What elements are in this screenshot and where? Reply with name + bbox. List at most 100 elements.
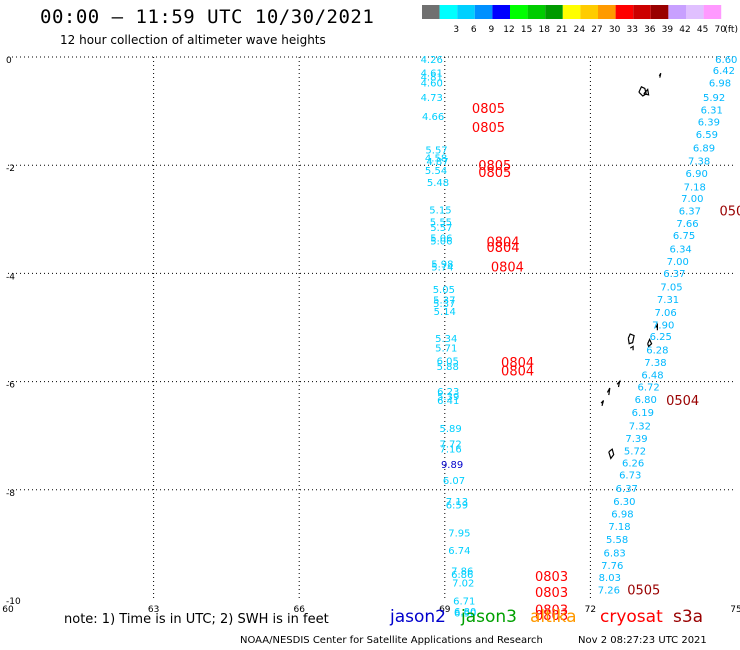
wave-height-label: 7.38: [688, 156, 710, 167]
legend-swatch: [650, 5, 669, 19]
footnote: note: 1) Time is in UTC; 2) SWH is in fe…: [64, 612, 329, 627]
y-tick-label: -10: [6, 597, 21, 607]
legend-swatch: [686, 5, 704, 19]
wave-height-label: 9.89: [441, 460, 463, 471]
wave-height-label: 5.57: [425, 146, 447, 157]
legend-tick-label: 45: [697, 25, 708, 35]
legend-swatch: [615, 5, 634, 19]
pass-time-label: 0504: [666, 394, 699, 409]
pass-time-label: 0804: [501, 364, 534, 379]
coastline-segment: [658, 72, 662, 78]
wave-height-label: 5.34: [435, 334, 457, 345]
wave-height-label: 6.41: [437, 396, 459, 407]
x-tick-label: 72: [585, 605, 596, 615]
wave-height-label: 6.80: [454, 607, 476, 618]
legend-tick-label: 42: [679, 25, 690, 35]
credit-line: NOAA/NESDIS Center for Satellite Applica…: [240, 635, 543, 646]
wave-height-label: 7.00: [681, 194, 703, 205]
wave-height-label: 6.71: [453, 597, 475, 608]
wave-height-label: 6.72: [638, 383, 660, 394]
coastline-segment: [600, 400, 605, 407]
chart-subtitle: 12 hour collection of altimeter wave hei…: [60, 33, 326, 47]
generated-timestamp: Nov 2 08:27:23 UTC 2021: [578, 635, 707, 646]
legend-swatch: [527, 5, 546, 19]
color-legend: 3 6 9 12 15 18 21 24 27 30 33 36 39 42 45 70(ft): [422, 5, 738, 35]
wave-height-label: 6.86: [451, 570, 473, 581]
wave-height-label: 5.54: [425, 166, 447, 177]
wave-height-label: 5.88: [437, 362, 459, 373]
wave-height-label: 6.34: [670, 245, 692, 256]
legend-swatch: [545, 5, 563, 19]
wave-height-label: 6.37: [616, 484, 638, 495]
pass-time-label: 0804: [501, 356, 534, 371]
pass-time-label: 0805: [478, 159, 511, 174]
x-tick-label: 63: [148, 605, 159, 615]
coastline-segment: [627, 333, 635, 345]
wave-height-label: 6.39: [698, 117, 720, 128]
wave-height-label: 5.06: [430, 234, 452, 245]
y-tick-label: -6: [6, 381, 15, 391]
wave-height-label: 6.37: [663, 269, 685, 280]
legend-tick-label: 21: [556, 25, 567, 35]
legend-swatch: [422, 5, 440, 19]
wave-height-label: 7.95: [448, 529, 470, 540]
coastline-segment: [608, 448, 615, 460]
wave-height-label: 6.37: [679, 207, 701, 218]
x-tick-label: 66: [293, 605, 305, 615]
wave-height-label: 7.18: [684, 182, 706, 193]
wave-height-label: 4.58: [425, 154, 447, 165]
wave-height-label: 4.66: [422, 112, 444, 123]
wave-height-label: 7.76: [601, 561, 623, 572]
coastline-segment: [647, 337, 653, 348]
coastline-segment: [616, 379, 621, 388]
pass-time-label: 0505: [719, 205, 740, 220]
x-tick-label: 69: [439, 605, 451, 615]
wave-height-label: 5.05: [433, 285, 455, 296]
pass-time-label: 0804: [486, 236, 519, 251]
pass-time-label: 0803: [535, 609, 568, 624]
wave-height-label: 6.59: [446, 500, 468, 511]
pass-time-label: 0505: [627, 583, 660, 598]
coastline-segment: [629, 345, 634, 351]
wave-height-label: 5.74: [431, 262, 453, 273]
wave-height-label: 6.23: [437, 387, 459, 398]
wave-height-label: 7.86: [451, 566, 473, 577]
wave-height-label: 6.28: [646, 346, 668, 357]
wave-height-label: 6.31: [701, 106, 723, 117]
wave-height-label: 6.19: [632, 408, 654, 419]
wave-height-label: 6.60: [715, 55, 737, 66]
y-tick-label: 0: [6, 56, 12, 66]
coastline: [600, 72, 662, 460]
wave-height-label: 6.80: [635, 395, 657, 406]
legend-swatch: [457, 5, 475, 19]
wave-height-label: 6.42: [713, 66, 735, 77]
wave-height-label: 6.90: [454, 609, 476, 620]
legend-swatch: [474, 5, 493, 19]
wave-height-label: 6.26: [622, 458, 644, 469]
wave-height-label: 6.30: [613, 497, 635, 508]
pass-time-label: 0803: [535, 603, 568, 618]
wave-height-label: 5.92: [703, 93, 725, 104]
pass-time-label: 0805: [472, 102, 505, 117]
wave-height-label: 7.66: [676, 219, 698, 230]
wave-height-label: 5.58: [606, 535, 628, 546]
wave-height-label: 6.48: [641, 371, 663, 382]
wave-height-label: 7.26: [598, 585, 620, 596]
y-tick-label: -4: [6, 272, 15, 282]
legend-tick-label: 36: [644, 25, 656, 35]
wave-height-label: 6.98: [709, 78, 731, 89]
satellite-label-s3a: s3a: [673, 607, 704, 627]
wave-height-label: 4.60: [421, 78, 443, 89]
wave-height-label: 7.90: [652, 320, 674, 331]
wave-height-label: 6.73: [619, 471, 641, 482]
legend-swatch: [510, 5, 528, 19]
wave-height-label: 6.59: [696, 130, 718, 141]
wave-height-label: 4.81: [421, 73, 443, 84]
wave-height-label: 7.39: [625, 434, 647, 445]
wave-height-label: 5.55: [430, 218, 452, 229]
legend-tick-label: 27: [591, 25, 602, 35]
wave-height-label: 7.00: [667, 257, 689, 268]
satellite-label-altika: altika: [530, 607, 577, 627]
x-tick-label: 75: [730, 605, 740, 615]
